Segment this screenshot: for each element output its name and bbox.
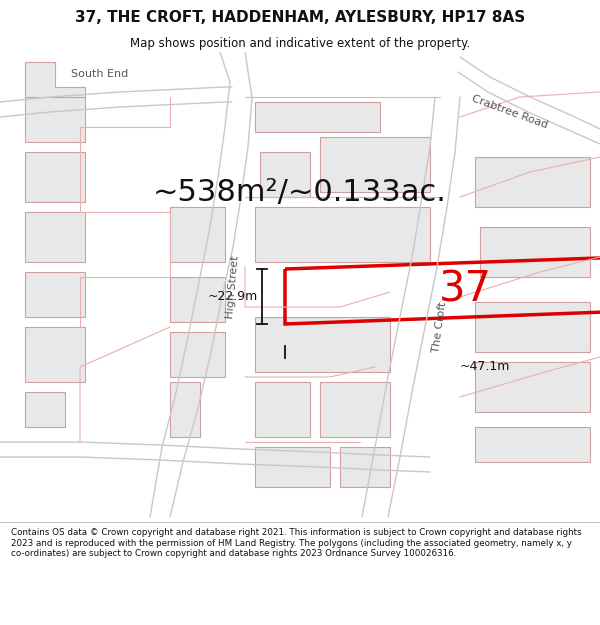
Polygon shape [170,277,225,322]
Polygon shape [255,447,330,487]
Text: 37: 37 [439,268,491,310]
Polygon shape [25,272,85,317]
Text: ~538m²/~0.133ac.: ~538m²/~0.133ac. [153,177,447,206]
Polygon shape [255,102,380,132]
Text: ~47.1m: ~47.1m [460,360,510,373]
Polygon shape [170,332,225,377]
Polygon shape [255,382,310,437]
Polygon shape [255,317,390,372]
Text: ~22.9m: ~22.9m [208,290,258,303]
Polygon shape [475,362,590,412]
Polygon shape [320,137,430,192]
Text: Contains OS data © Crown copyright and database right 2021. This information is : Contains OS data © Crown copyright and d… [11,528,581,558]
Polygon shape [25,62,85,97]
Polygon shape [475,302,590,352]
Polygon shape [170,207,225,262]
Text: High Street: High Street [225,255,241,319]
Polygon shape [255,207,430,262]
Polygon shape [320,382,390,437]
Text: The Croft: The Croft [431,301,449,353]
Text: Crabtree Road: Crabtree Road [470,94,550,131]
Polygon shape [475,157,590,207]
Polygon shape [260,152,310,197]
Polygon shape [25,327,85,382]
Text: Map shows position and indicative extent of the property.: Map shows position and indicative extent… [130,38,470,51]
Polygon shape [25,392,65,427]
Polygon shape [475,427,590,462]
Text: 37, THE CROFT, HADDENHAM, AYLESBURY, HP17 8AS: 37, THE CROFT, HADDENHAM, AYLESBURY, HP1… [75,11,525,26]
Polygon shape [480,227,590,277]
Polygon shape [25,212,85,262]
Polygon shape [340,447,390,487]
Polygon shape [25,97,85,142]
Text: South End: South End [71,69,128,79]
Polygon shape [25,152,85,202]
Polygon shape [170,382,200,437]
